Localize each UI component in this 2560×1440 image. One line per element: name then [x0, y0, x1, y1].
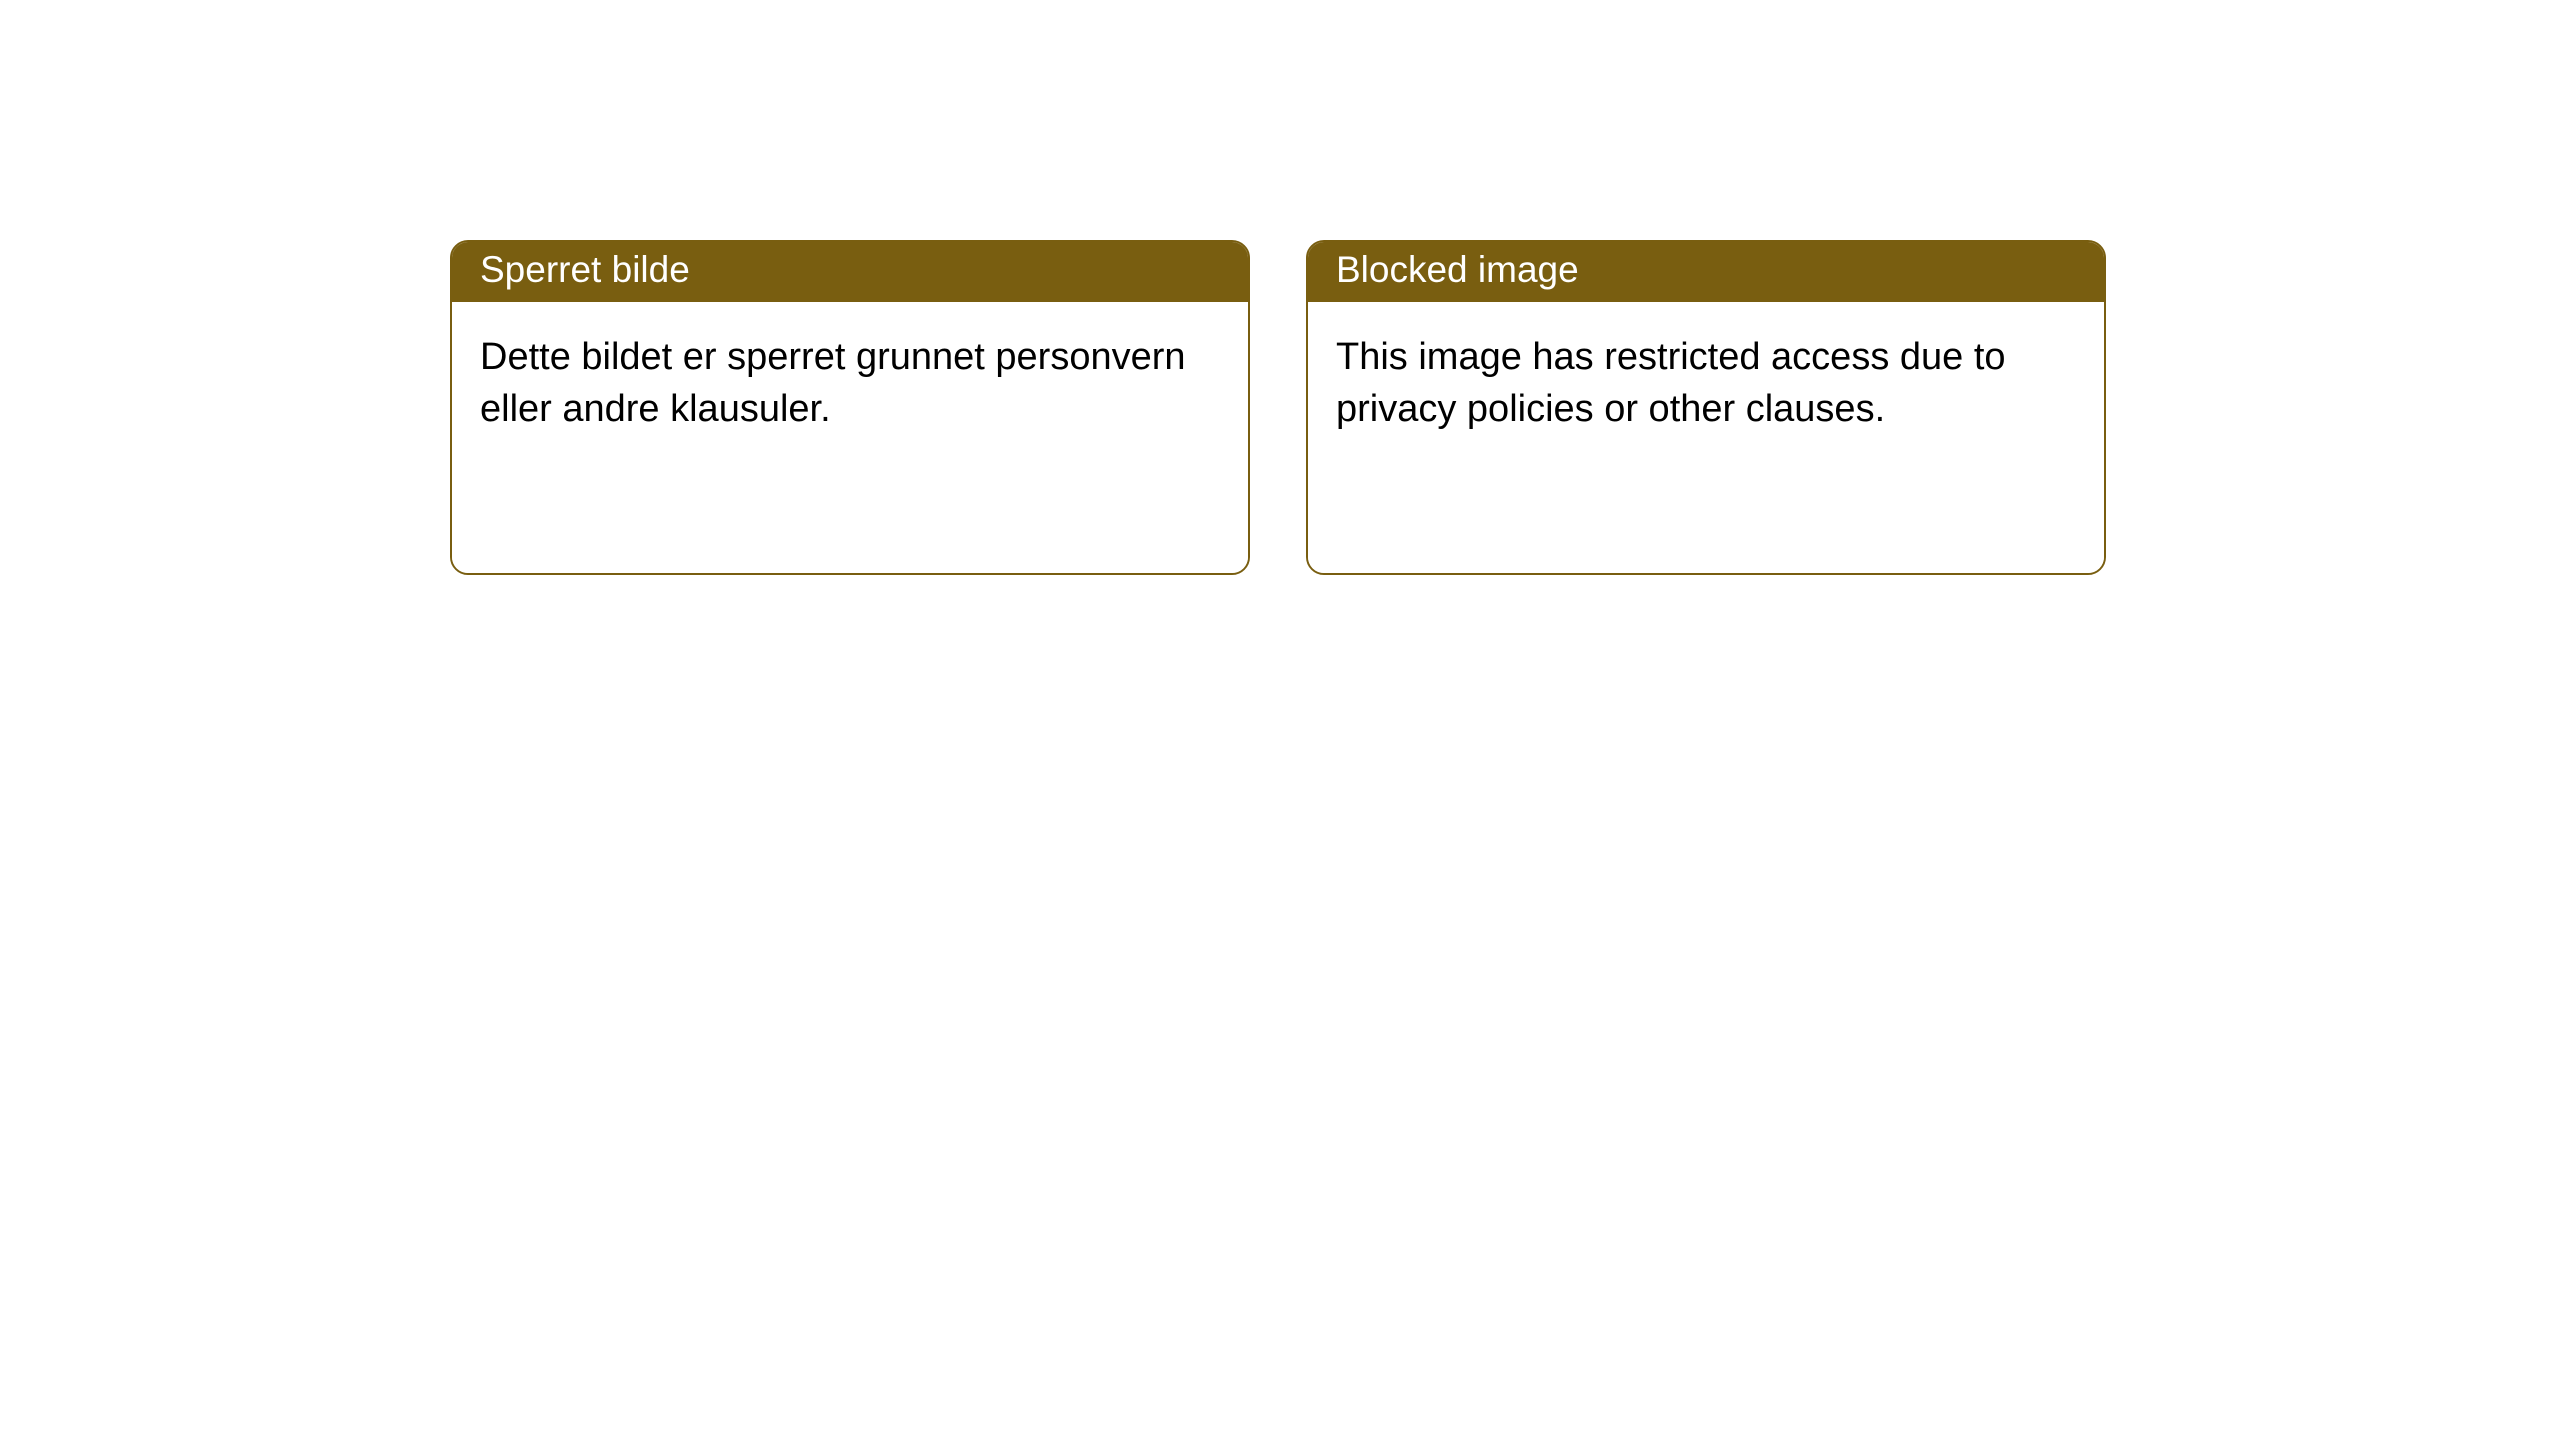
notice-container: Sperret bilde Dette bildet er sperret gr… — [0, 0, 2560, 575]
notice-card-english: Blocked image This image has restricted … — [1306, 240, 2106, 575]
notice-title: Blocked image — [1308, 242, 2104, 302]
notice-title: Sperret bilde — [452, 242, 1248, 302]
notice-body: Dette bildet er sperret grunnet personve… — [452, 302, 1248, 573]
notice-card-norwegian: Sperret bilde Dette bildet er sperret gr… — [450, 240, 1250, 575]
notice-body: This image has restricted access due to … — [1308, 302, 2104, 573]
